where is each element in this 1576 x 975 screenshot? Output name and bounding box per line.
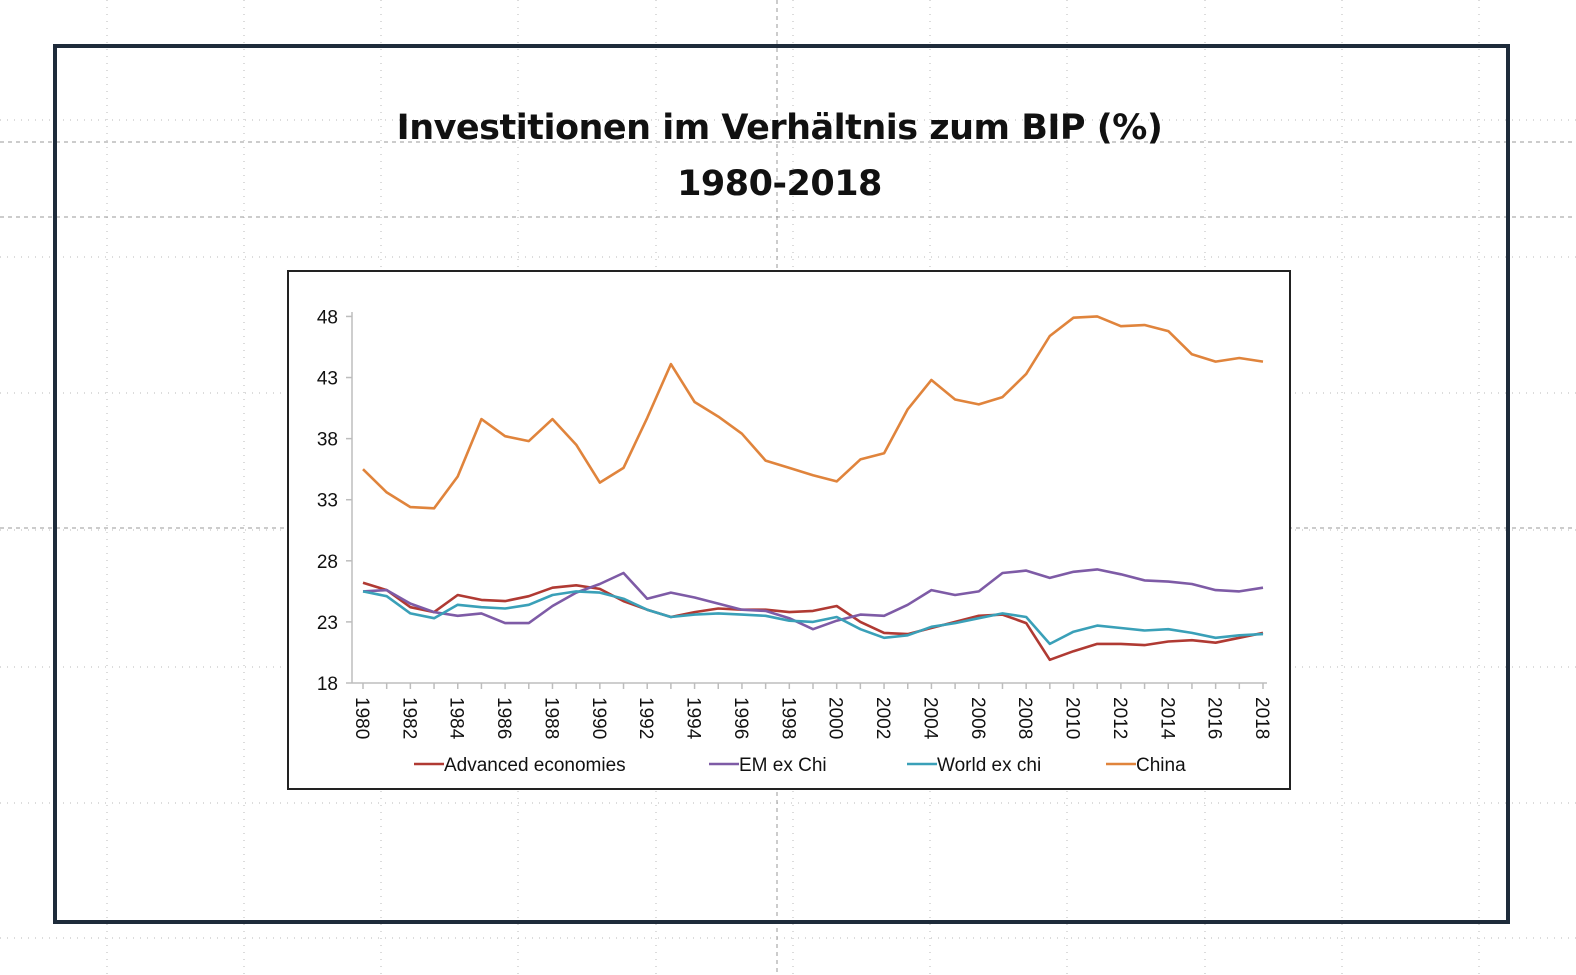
x-tick-label: 2000 (825, 697, 846, 739)
y-tick-label: 18 (317, 674, 338, 695)
x-tick-label: 1988 (540, 697, 561, 739)
x-tick-label: 1986 (493, 697, 514, 739)
x-tick-label: 2006 (967, 697, 988, 739)
x-tick-label: 1980 (351, 697, 372, 739)
x-tick-label: 2014 (1156, 697, 1177, 740)
x-tick-label: 1984 (446, 697, 467, 740)
legend-label: Advanced economies (444, 755, 626, 776)
y-tick-label: 48 (317, 307, 338, 328)
x-tick-label: 1996 (730, 697, 751, 739)
x-tick-label: 1990 (588, 697, 609, 739)
x-tick-label: 1998 (777, 697, 798, 739)
series-line-advanced-economies (362, 581, 1264, 662)
x-tick-label: 2008 (1014, 697, 1035, 739)
y-tick-label: 23 (317, 613, 338, 634)
slide-title: Investitionen im Verhältnis zum BIP (%) … (53, 100, 1506, 212)
title-line-1: Investitionen im Verhältnis zum BIP (%) (396, 108, 1163, 148)
legend-label: EM ex Chi (739, 755, 827, 776)
legend-label: China (1136, 755, 1186, 776)
title-line-2: 1980-2018 (677, 164, 882, 204)
x-tick-label: 1994 (683, 697, 704, 740)
line-chart: 18 23 28 33 38 43 48 1980 1982 1984 1986 1988 1990 19… (287, 270, 1291, 790)
x-tick-label: 2004 (919, 697, 940, 740)
legend-label: World ex chi (937, 755, 1041, 776)
y-tick-label: 33 (317, 491, 338, 512)
x-tick-label: 2012 (1109, 697, 1130, 739)
chart-canvas: 18 23 28 33 38 43 48 1980 1982 1984 1986 1988 1990 19… (317, 307, 1272, 776)
x-tick-label: 1992 (635, 697, 656, 739)
x-tick-label: 1982 (398, 697, 419, 739)
x-tick-label: 2010 (1062, 697, 1083, 739)
series-line-world-ex-chi (362, 590, 1264, 646)
x-tick-label: 2018 (1251, 697, 1272, 739)
slide-frame (53, 44, 1510, 924)
y-tick-label: 38 (317, 430, 338, 451)
y-tick-label: 28 (317, 552, 338, 573)
series-line-em-ex-chi (362, 568, 1264, 631)
y-tick-label: 43 (317, 369, 338, 390)
x-tick-label: 2002 (872, 697, 893, 739)
series-line-china (362, 315, 1264, 510)
x-tick-label: 2016 (1204, 697, 1225, 739)
